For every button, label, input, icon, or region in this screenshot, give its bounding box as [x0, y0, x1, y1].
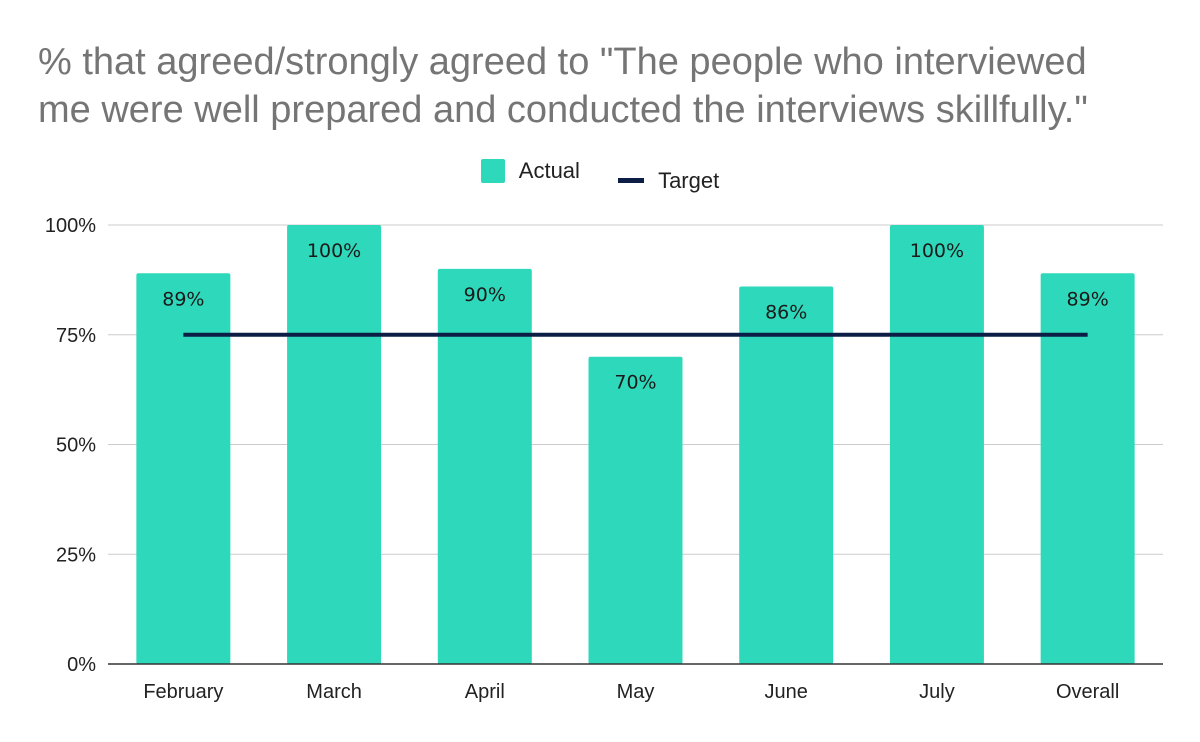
- y-tick-label-50: 50%: [56, 435, 96, 457]
- x-tick-label-april: April: [465, 681, 505, 703]
- x-tick-label-march: March: [306, 681, 362, 703]
- x-tick-label-july: July: [919, 681, 955, 703]
- legend-item-target[interactable]: Target: [618, 168, 719, 194]
- data-label-july: 100%: [910, 240, 964, 262]
- bar-february: [136, 273, 231, 664]
- data-label-overall: 89%: [1067, 288, 1109, 310]
- legend-swatch-target: [618, 178, 645, 183]
- bar-may: [588, 356, 683, 664]
- bar-march: [287, 225, 382, 664]
- bar-april: [437, 268, 532, 664]
- legend-label-target: Target: [658, 167, 720, 193]
- y-tick-label-25: 25%: [56, 544, 96, 566]
- legend-swatch-actual: [480, 159, 505, 183]
- legend-item-actual[interactable]: Actual: [480, 158, 580, 184]
- x-tick-label-may: May: [617, 681, 655, 703]
- x-tick-label-june: June: [765, 681, 808, 703]
- y-tick-label-75: 75%: [56, 325, 96, 347]
- data-label-february: 89%: [162, 288, 204, 310]
- chart-legend: Actual Target: [0, 158, 1200, 194]
- data-label-june: 86%: [765, 301, 807, 323]
- chart-title-line-1: % that agreed/strongly agreed to "The pe…: [38, 41, 1087, 83]
- x-tick-label-overall: Overall: [1056, 681, 1119, 703]
- y-tick-label-0: 0%: [67, 654, 96, 676]
- bar-july: [889, 225, 984, 664]
- data-label-march: 100%: [307, 240, 361, 262]
- data-label-april: 90%: [464, 284, 506, 306]
- y-tick-label-100: 100%: [45, 215, 96, 237]
- chart-title: % that agreed/strongly agreed to "The pe…: [38, 38, 1168, 134]
- data-label-may: 70%: [614, 372, 656, 394]
- bar-june: [739, 286, 834, 664]
- x-tick-label-february: February: [143, 681, 223, 703]
- legend-label-actual: Actual: [518, 158, 580, 183]
- chart-title-line-2: me were well prepared and conducted the …: [38, 89, 1088, 131]
- bar-overall: [1040, 273, 1135, 664]
